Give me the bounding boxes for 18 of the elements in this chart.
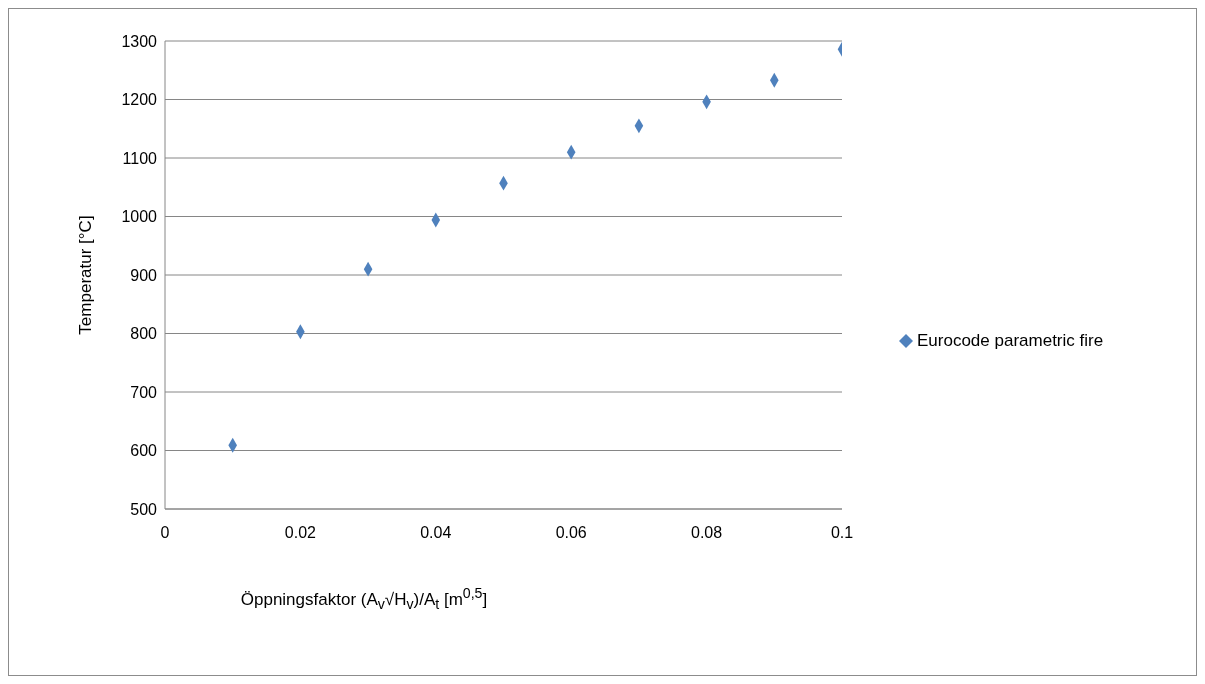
x-tick-label: 0.08	[691, 524, 723, 542]
y-tick-label: 600	[130, 442, 158, 460]
x-tick-label: 0.04	[420, 524, 452, 542]
x-tick-label: 0	[160, 524, 170, 542]
y-tick-label: 1100	[122, 149, 158, 167]
y-tick-label: 1000	[121, 208, 158, 226]
y-tick-label: 1300	[121, 32, 158, 50]
y-tick-label: 700	[130, 383, 158, 401]
y-tick-label: 500	[130, 500, 158, 518]
legend-label: Eurocode parametric fire	[917, 331, 1104, 351]
x-tick-label: 0.02	[284, 524, 317, 542]
x-tick-label: 0.06	[555, 524, 587, 542]
y-tick-label: 800	[130, 325, 158, 343]
x-tick-label: 0.1	[830, 524, 854, 542]
y-tick-label: 1200	[121, 91, 158, 109]
y-tick-label: 900	[130, 266, 158, 284]
text: Öppningsfaktor (A$_{v}$√H$_{v}$)/A$_{t}$ [m$^{0,5}$]	[240, 585, 488, 613]
y-axis-title: Temperatur [°C]	[76, 215, 96, 335]
